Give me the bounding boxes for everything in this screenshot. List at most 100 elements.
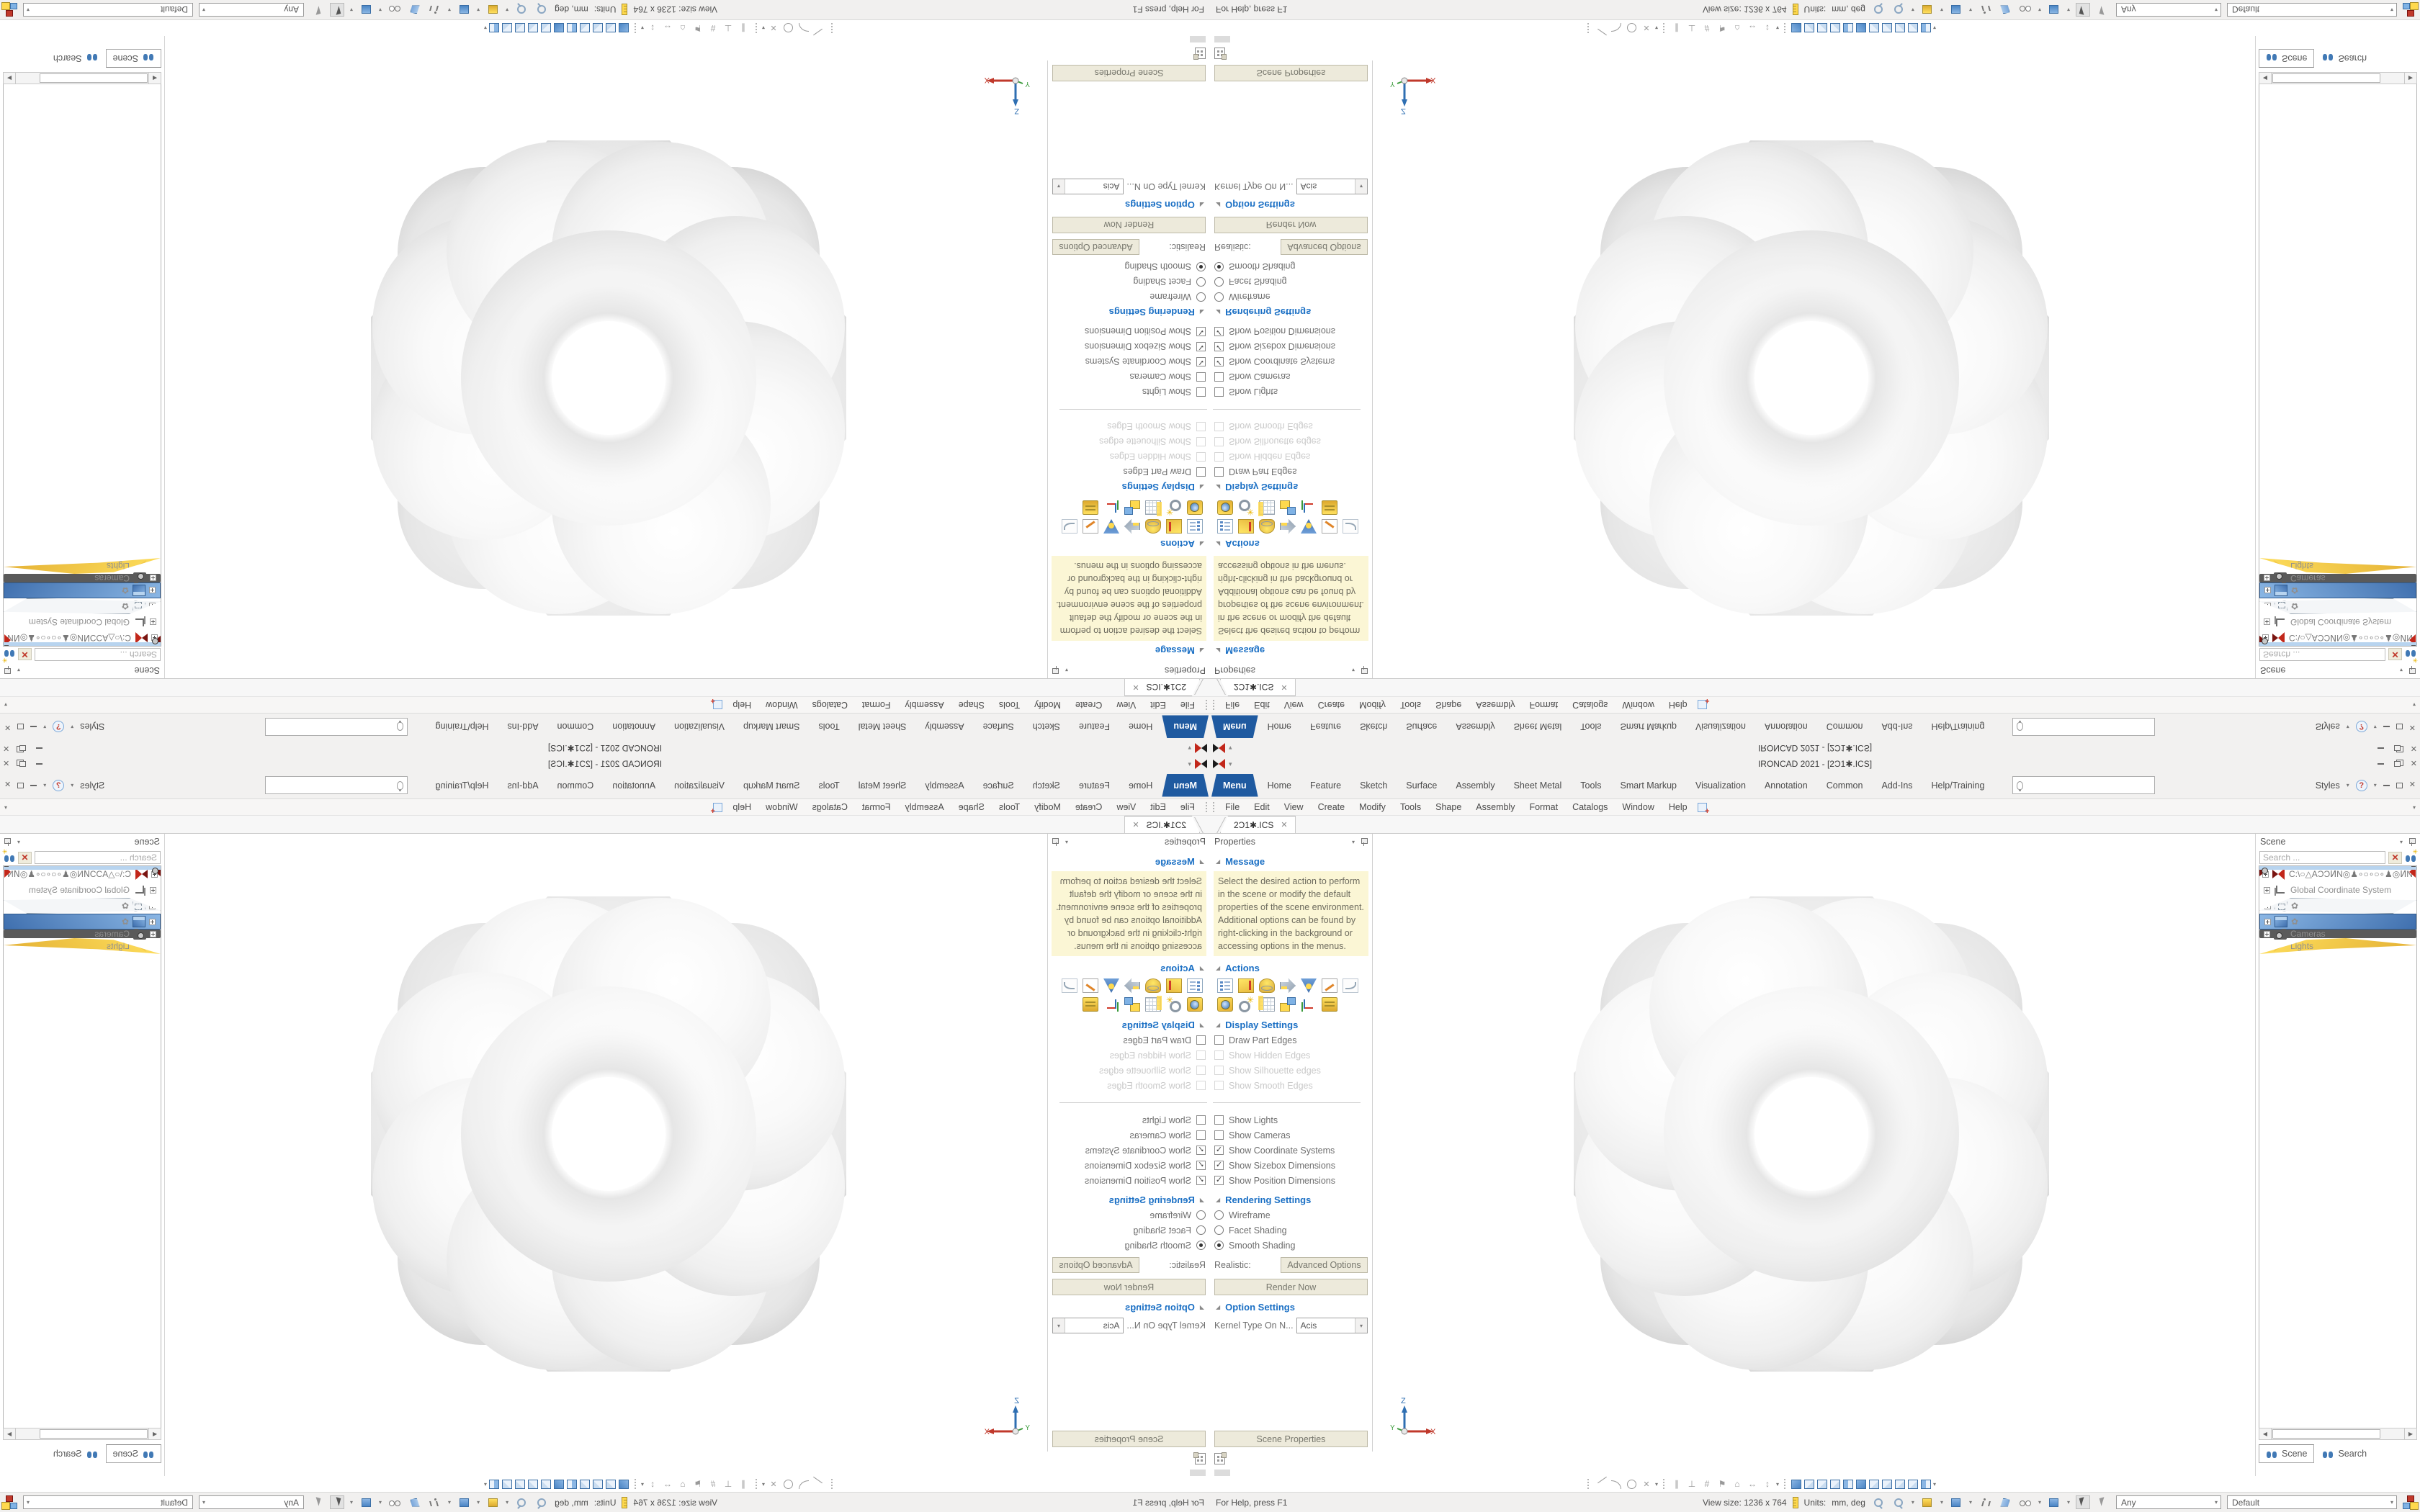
constraint-tool-icon[interactable] [1670,1477,1683,1490]
ribbon-tab[interactable]: Sketch [1032,780,1060,791]
view-cube-icon[interactable] [1856,1479,1867,1489]
pan-view-icon[interactable] [408,3,422,17]
sketch-tool-icon[interactable] [767,22,780,35]
look-at-icon[interactable] [2018,1495,2033,1509]
action-icon[interactable] [1103,500,1119,515]
select-cursor-icon[interactable] [330,3,344,17]
radio-button[interactable] [1214,1225,1224,1235]
expander-plus-icon[interactable] [2264,563,2270,570]
units-value[interactable]: mm, deg [555,4,588,15]
walk-camera-icon[interactable] [1978,1495,1992,1509]
radio-button[interactable] [1214,277,1224,287]
select-cursor-icon[interactable] [2076,1495,2090,1509]
close-icon[interactable]: ✕ [3,759,10,768]
view-cube-icon[interactable] [592,23,603,33]
ribbon-tab[interactable]: Smart Markup [1620,721,1677,732]
display-checkbox-row[interactable]: Show Position Dimensions [1210,324,1372,339]
view-cube-icon[interactable] [527,23,538,33]
command-search-input[interactable] [264,776,408,794]
display-checkbox-row[interactable]: Show Coordinate Systems [1210,354,1372,369]
walk-camera-icon[interactable] [428,3,442,17]
display-checkbox-row[interactable]: Show Position Dimensions [1210,1173,1372,1188]
menu-item[interactable]: Modify [1034,700,1061,710]
doc-close-icon[interactable]: ✕ [2408,780,2416,789]
units-value[interactable]: mm, deg [1832,4,1865,15]
radio-button[interactable] [1196,1210,1206,1220]
minimize-icon[interactable] [36,747,43,749]
view-cube-icon[interactable] [605,1479,616,1489]
view-cube-icon[interactable] [605,23,616,33]
menu-item[interactable]: Create [1317,802,1345,812]
ribbon-tab[interactable]: Smart Markup [743,721,800,732]
tree-item[interactable]: ✿ [4,914,161,930]
chevron-down-icon[interactable]: ▾ [2038,1499,2041,1506]
dock-layout-icon[interactable] [1214,48,1225,59]
assembly-hierarchy-icon[interactable] [3,1495,17,1509]
panel-menu-chevron-icon[interactable]: ▾ [1065,838,1069,845]
constraint-tool-icon[interactable] [737,1477,750,1490]
box-select-cursor-icon[interactable] [2096,3,2110,17]
view-cube-icon[interactable] [359,3,373,17]
view-cube-icon[interactable] [514,1479,525,1489]
zoom-out-icon[interactable] [514,3,529,17]
selection-filter-select[interactable]: Any ▾ [199,3,304,17]
clear-search-button[interactable]: ✕ [2388,648,2402,661]
zoom-in-icon[interactable] [1871,3,1886,17]
message-section-header[interactable]: ◢ Message [1216,856,1265,867]
toolbar-drag-handle[interactable] [633,1479,636,1489]
restore-icon[interactable] [19,745,27,751]
toolbar-drag-handle[interactable] [1663,23,1666,33]
scene-properties-button[interactable]: Scene Properties [1214,1431,1368,1447]
chevron-down-icon[interactable]: ▾ [2038,6,2041,13]
find-binoculars-icon[interactable] [2405,650,2416,659]
message-section-header[interactable]: ◢ Message [1216,645,1265,656]
tree-item[interactable]: Cameras [2259,572,2416,583]
view-cube-icon[interactable] [1921,1479,1932,1489]
ribbon-tab[interactable]: Feature [1078,780,1111,791]
menu-item[interactable]: Modify [1034,802,1061,812]
action-icon[interactable] [1083,500,1098,515]
render-now-button[interactable]: Render Now [1214,1279,1368,1295]
rendering-radio-row[interactable]: Wireframe [1048,289,1210,305]
option-settings-section-header[interactable]: ◢ Option Settings [1125,199,1204,210]
help-chevron-icon[interactable]: ▾ [43,782,47,788]
action-icon[interactable] [1166,500,1182,515]
ribbon-tab[interactable]: Tools [818,721,840,732]
display-checkbox-row[interactable]: Draw Part Edges [1210,1032,1372,1048]
document-tab[interactable]: 2Ɔ1✱.ICS ✕ [1220,816,1296,833]
checkbox[interactable] [1196,327,1206,336]
checkbox[interactable] [1214,1081,1224,1090]
action-icon[interactable] [1103,997,1119,1012]
ribbon-tab[interactable]: Common [557,780,594,791]
ribbon-tab[interactable]: Sketch [1360,780,1388,791]
action-icon[interactable] [1280,978,1296,993]
toolbar-drag-handle[interactable] [1205,700,1207,710]
action-icon[interactable] [1062,519,1077,534]
sketch-tool-icon[interactable] [1625,22,1638,35]
action-icon[interactable] [1343,519,1358,534]
checkbox[interactable] [1214,342,1224,351]
expander-plus-icon[interactable] [2264,575,2270,582]
display-checkbox-row[interactable]: Show Coordinate Systems [1048,1143,1210,1158]
units-value[interactable]: mm, deg [555,1497,588,1508]
view-cube-icon[interactable] [579,1479,590,1489]
action-icon[interactable] [1145,519,1161,534]
ribbon-tab[interactable]: Surface [1406,721,1438,732]
chevron-down-icon[interactable]: ▾ [477,1499,480,1506]
constraint-tool-icon[interactable] [1761,22,1774,35]
checkbox[interactable] [1196,372,1206,382]
document-tab[interactable]: 2Ɔ1✱.ICS ✕ [1220,679,1296,696]
constraint-tool-icon[interactable] [722,22,735,35]
tree-item[interactable]: Global Coordinate System [4,882,161,898]
radio-button[interactable] [1196,262,1206,271]
action-icon[interactable] [1217,500,1233,515]
action-icon[interactable] [1280,997,1296,1012]
walk-camera-icon[interactable] [1978,3,1992,17]
menu-item[interactable]: View [1283,802,1304,812]
panel-menu-chevron-icon[interactable]: ▾ [2399,667,2403,674]
toolbar-drag-handle[interactable] [1663,1479,1665,1489]
action-icon[interactable] [1166,519,1182,534]
view-cube-icon[interactable] [1830,23,1841,33]
chevron-down-icon[interactable]: ▾ [1911,1499,1914,1506]
look-at-icon[interactable] [387,1495,402,1509]
